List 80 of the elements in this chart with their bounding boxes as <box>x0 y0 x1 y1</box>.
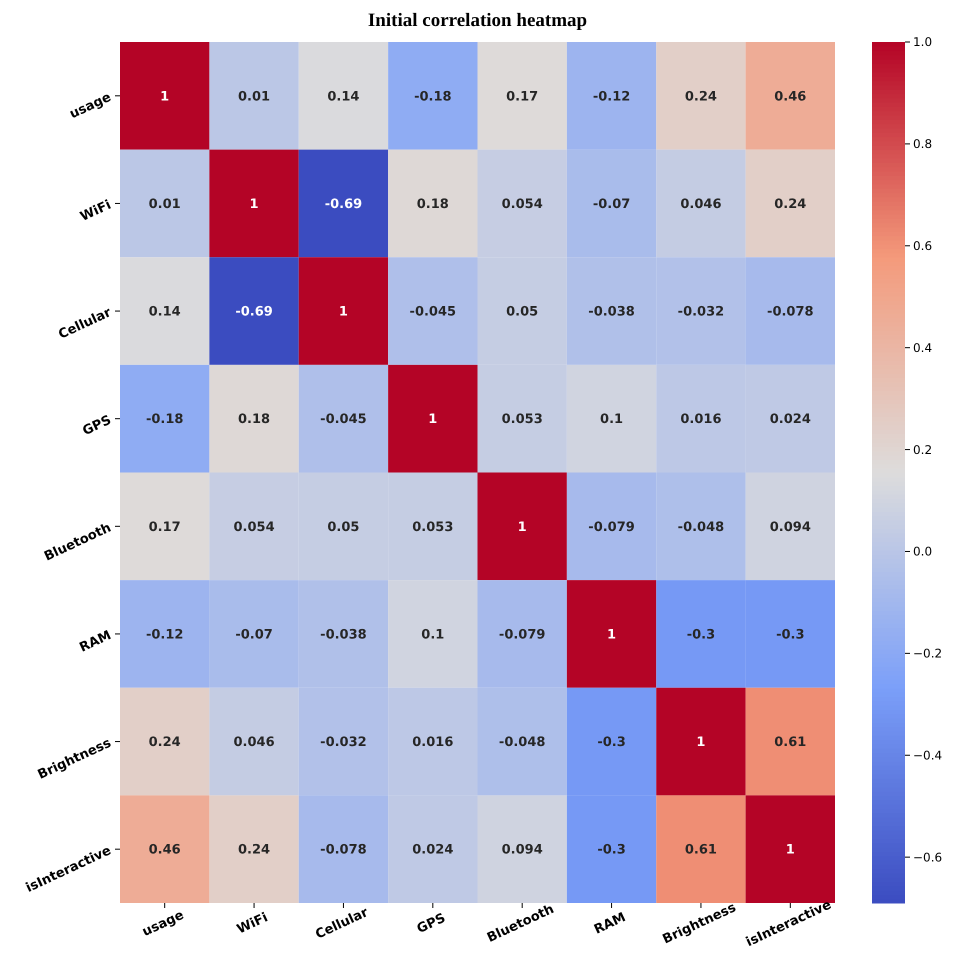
data-label: -0.18 <box>146 412 184 428</box>
data-label: 0.016 <box>412 735 454 750</box>
data-label: 0.054 <box>502 196 543 212</box>
data-label: 1 <box>160 89 170 104</box>
data-label: -0.12 <box>592 89 630 104</box>
data-label: -0.12 <box>146 627 184 642</box>
data-label: 0.046 <box>234 735 275 750</box>
data-label: -0.07 <box>235 627 273 642</box>
color-bar-label: 0.8 <box>913 137 932 152</box>
data-label: -0.048 <box>678 520 724 535</box>
data-label: 1 <box>518 520 527 535</box>
data-label: -0.038 <box>588 304 635 320</box>
data-label: 0.46 <box>774 89 806 104</box>
color-bar-label: 1.0 <box>913 35 932 50</box>
data-label: -0.078 <box>767 304 814 320</box>
data-label: 0.024 <box>770 412 811 428</box>
chart-title: Initial correlation heatmap <box>368 10 588 31</box>
data-label: 0.054 <box>234 520 275 535</box>
data-label: 0.1 <box>600 412 624 428</box>
data-label: 0.18 <box>416 196 449 212</box>
data-label: -0.045 <box>410 304 456 320</box>
y-tick-label: GPS <box>80 412 114 439</box>
data-label: -0.3 <box>776 627 805 642</box>
data-label: -0.3 <box>597 735 626 750</box>
data-label: 0.053 <box>412 520 454 535</box>
data-label: 0.61 <box>774 735 806 750</box>
color-bar-label: −0.2 <box>913 646 942 661</box>
data-label: -0.048 <box>498 735 546 750</box>
data-label: 0.1 <box>421 627 444 642</box>
data-label: -0.07 <box>592 196 630 212</box>
data-label: -0.078 <box>320 842 367 858</box>
data-label: 0.01 <box>238 89 270 104</box>
data-label: 0.24 <box>684 89 717 104</box>
data-label: 0.14 <box>148 304 181 320</box>
data-label: 1 <box>786 842 795 858</box>
data-label: -0.69 <box>235 304 273 320</box>
color-bar-label: 0.2 <box>913 442 932 457</box>
data-label: 0.24 <box>148 735 181 750</box>
data-label: 0.024 <box>412 842 454 858</box>
data-label: 0.01 <box>148 196 181 212</box>
data-label: 0.14 <box>327 89 360 104</box>
data-label: -0.079 <box>498 627 546 642</box>
data-label: 0.053 <box>502 412 543 428</box>
data-label: -0.038 <box>320 627 367 642</box>
data-label: 0.05 <box>506 304 538 320</box>
data-label: 0.24 <box>774 196 806 212</box>
x-tick-label: GPS <box>414 910 448 937</box>
x-tick-label: RAM <box>592 910 628 938</box>
data-label: 0.016 <box>680 412 722 428</box>
x-tick-label: WiFi <box>234 910 270 938</box>
data-label: 0.17 <box>506 89 538 104</box>
data-label: -0.3 <box>597 842 626 858</box>
data-label: -0.032 <box>320 735 367 750</box>
data-label: 0.24 <box>238 842 270 858</box>
color-bar-label: 0.6 <box>913 238 932 253</box>
data-label: 1 <box>428 412 438 428</box>
data-label: 0.046 <box>680 196 722 212</box>
data-label: 0.46 <box>148 842 181 858</box>
y-tick-label: RAM <box>77 628 114 656</box>
data-label: 0.17 <box>148 520 181 535</box>
data-label: 1 <box>338 304 348 320</box>
data-label: -0.045 <box>320 412 367 428</box>
color-bar-label: −0.4 <box>913 748 942 762</box>
data-label: -0.032 <box>678 304 724 320</box>
data-label: 1 <box>696 735 706 750</box>
data-label: 0.05 <box>327 520 360 535</box>
y-tick-label: WiFi <box>78 198 114 225</box>
data-label: -0.18 <box>414 89 452 104</box>
color-bar-label: −0.6 <box>913 850 942 864</box>
data-label: 0.61 <box>684 842 717 858</box>
data-label: 0.18 <box>238 412 270 428</box>
data-label: -0.3 <box>686 627 716 642</box>
data-label: 1 <box>250 196 259 212</box>
data-label: -0.69 <box>324 196 362 212</box>
data-label: -0.079 <box>588 520 635 535</box>
color-bar-label: 0.4 <box>913 340 932 355</box>
data-label: 0.094 <box>770 520 811 535</box>
data-label: 0.094 <box>502 842 543 858</box>
data-label: 1 <box>607 627 616 642</box>
color-bar-label: 0.0 <box>913 544 932 559</box>
